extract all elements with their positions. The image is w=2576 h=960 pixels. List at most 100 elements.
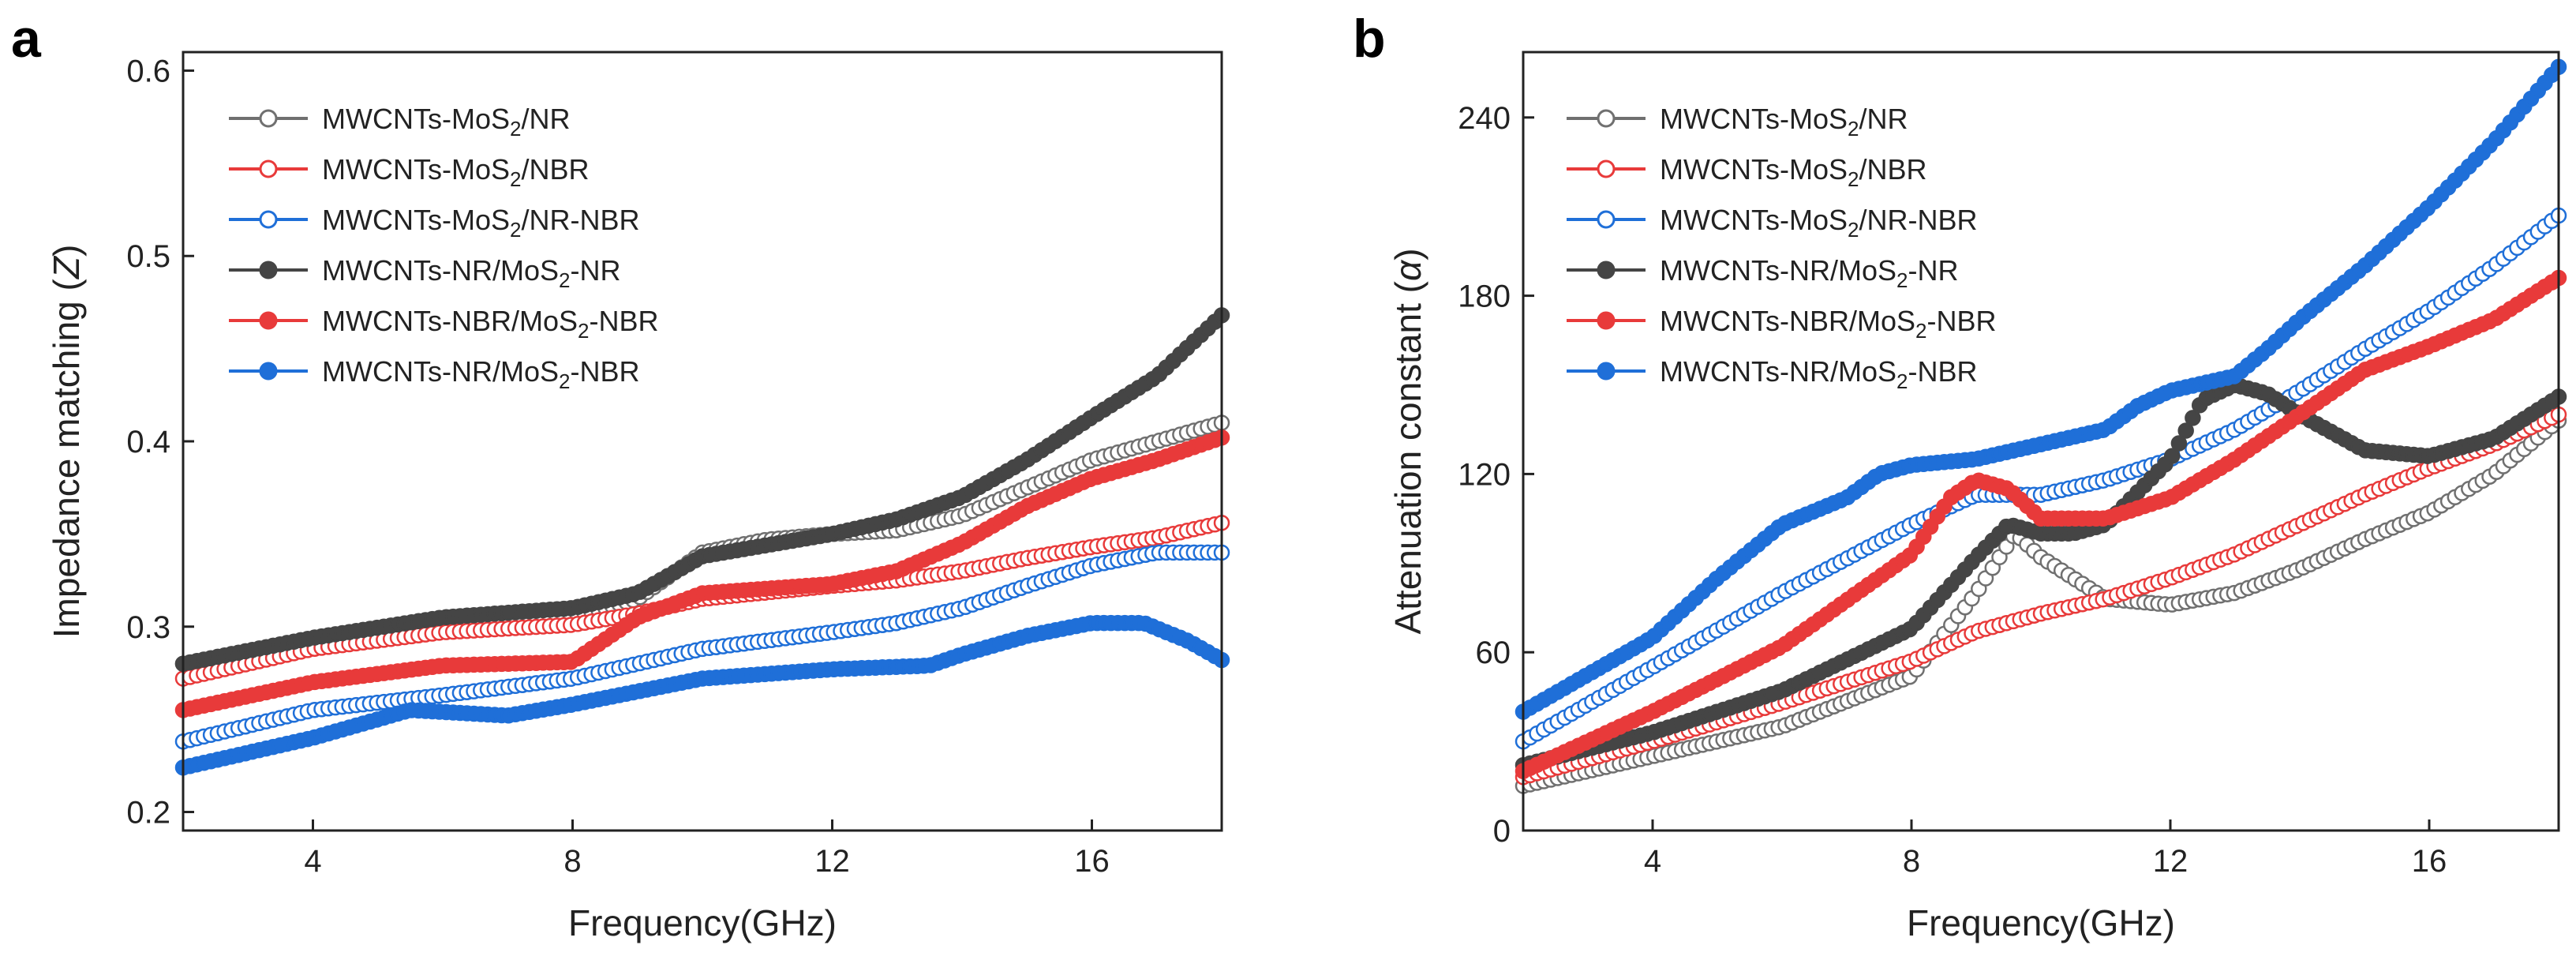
panel-b-legend-label: MWCNTs-NR/MoS2-NR bbox=[1660, 254, 1958, 292]
panel-a-legend-item-1: MWCNTs-MoS2/NR bbox=[229, 103, 570, 141]
legend-text-subscript: 2 bbox=[1848, 218, 1859, 242]
panel-b-ticks: 4 8 12 16 0 60 120 180 240 bbox=[1458, 101, 2447, 879]
legend-text-subscript: 2 bbox=[510, 167, 521, 191]
panel-a-legend-item-4: MWCNTs-NR/MoS2-NR bbox=[229, 254, 620, 292]
panel-b-y-title-main: Attenuation constant ( bbox=[1387, 280, 1428, 634]
panel-a-legend-label: MWCNTs-NR/MoS2-NBR bbox=[322, 355, 639, 393]
panel-b-legend-label: MWCNTs-MoS2/NBR bbox=[1660, 153, 1926, 191]
panel-b-legend-marker bbox=[1597, 109, 1616, 128]
legend-text-main: MWCNTs-NBR/MoS bbox=[1660, 305, 1915, 337]
panel-b-x-tick-label: 16 bbox=[2412, 844, 2447, 879]
legend-text-subscript: 2 bbox=[1848, 167, 1859, 191]
panel-b-series-4-point bbox=[2185, 410, 2201, 426]
legend-text-suffix: /NBR bbox=[521, 153, 589, 186]
panel-a-legend-marker bbox=[259, 362, 278, 381]
legend-text-main: MWCNTs-MoS bbox=[322, 204, 510, 236]
legend-text-subscript: 2 bbox=[510, 218, 521, 242]
panel-b-y-tick-label: 0 bbox=[1493, 814, 1511, 849]
panel-a-legend-item-5: MWCNTs-NBR/MoS2-NBR bbox=[229, 305, 658, 343]
panel-b-x-tick-label: 4 bbox=[1644, 844, 1661, 879]
panel-b-legend-marker bbox=[1597, 311, 1616, 330]
legend-text-main: MWCNTs-MoS bbox=[1660, 204, 1848, 236]
panel-b-legend-item-4: MWCNTs-NR/MoS2-NR bbox=[1567, 254, 1958, 292]
panel-a-y-title-symbol: Z bbox=[46, 255, 87, 279]
panel-a-legend-label: MWCNTs-MoS2/NR bbox=[322, 103, 570, 141]
panel-a-legend-marker bbox=[259, 159, 278, 178]
legend-text-main: MWCNTs-MoS bbox=[1660, 153, 1848, 186]
panel-b-x-tick-label: 12 bbox=[2153, 844, 2188, 879]
legend-text-suffix: /NR bbox=[1859, 103, 1908, 135]
legend-text-subscript: 2 bbox=[559, 369, 570, 393]
panel-b-series-6 bbox=[1515, 58, 2567, 720]
panel-a-legend-label: MWCNTs-MoS2/NR-NBR bbox=[322, 204, 639, 242]
panel-b-series-2 bbox=[1515, 406, 2567, 786]
panel-a-x-tick-label: 8 bbox=[564, 844, 581, 879]
panel-a-legend-marker bbox=[259, 109, 278, 128]
panel-a-y-tick-label: 0.6 bbox=[126, 54, 170, 88]
panel-b-legend-marker bbox=[1597, 159, 1616, 178]
panel-b-y-tick-label: 60 bbox=[1476, 636, 1511, 670]
panel-b-legend-label: MWCNTs-NR/MoS2-NBR bbox=[1660, 355, 1977, 393]
panel-b-series-5 bbox=[1515, 269, 2567, 779]
chart-panel-a: 4 8 12 160.20.30.40.50.6 MWCNTs-MoS2/NRMWCN… bbox=[46, 51, 1230, 943]
panel-a-legend-item-3: MWCNTs-MoS2/NR-NBR bbox=[229, 204, 639, 242]
panel-b-y-title-close: ) bbox=[1387, 248, 1428, 260]
panel-b-legend-marker bbox=[1597, 261, 1616, 279]
panel-a-label: a bbox=[11, 9, 42, 69]
panel-a-series-4 bbox=[174, 307, 1230, 672]
panel-a-y-tick-label: 0.2 bbox=[126, 796, 170, 831]
panel-a-legend: MWCNTs-MoS2/NRMWCNTs-MoS2/NBRMWCNTs-MoS2… bbox=[229, 103, 658, 393]
panel-b-legend-item-1: MWCNTs-MoS2/NR bbox=[1567, 103, 1908, 141]
legend-text-main: MWCNTs-NBR/MoS bbox=[322, 305, 578, 337]
panel-a-y-tick-label: 0.4 bbox=[126, 425, 170, 459]
panel-a-series-5 bbox=[174, 429, 1230, 718]
panel-b-frame bbox=[1522, 51, 2560, 832]
panel-b-legend-item-6: MWCNTs-NR/MoS2-NBR bbox=[1567, 355, 1977, 393]
legend-text-main: MWCNTs-NR/MoS bbox=[1660, 355, 1896, 388]
panel-a-x-axis-title: Frequency(GHz) bbox=[568, 902, 837, 943]
panel-a-legend-item-6: MWCNTs-NR/MoS2-NBR bbox=[229, 355, 639, 393]
legend-text-subscript: 2 bbox=[510, 117, 521, 141]
panel-a-y-tick-label: 0.5 bbox=[126, 239, 170, 274]
legend-text-subscript: 2 bbox=[1896, 268, 1908, 292]
panel-a-y-axis-title: Impedance matching (Z) bbox=[46, 245, 87, 639]
panel-b-legend-item-5: MWCNTs-NBR/MoS2-NBR bbox=[1567, 305, 1996, 343]
legend-text-suffix: /NR-NBR bbox=[521, 204, 639, 236]
panel-b-y-tick-label: 120 bbox=[1458, 457, 1511, 492]
panel-b-y-title-symbol: α bbox=[1387, 259, 1428, 281]
legend-text-main: MWCNTs-MoS bbox=[322, 153, 510, 186]
legend-text-suffix: -NBR bbox=[1908, 355, 1977, 388]
panel-b-y-tick-label: 180 bbox=[1458, 279, 1511, 314]
panel-a-legend-marker bbox=[259, 210, 278, 229]
legend-text-suffix: /NR bbox=[521, 103, 570, 135]
legend-text-subscript: 2 bbox=[1915, 319, 1926, 343]
panel-a-series-6 bbox=[174, 614, 1230, 776]
panel-b-legend-label: MWCNTs-MoS2/NR-NBR bbox=[1660, 204, 1977, 242]
panel-a-legend-label: MWCNTs-MoS2/NBR bbox=[322, 153, 589, 191]
legend-text-suffix: -NBR bbox=[589, 305, 658, 337]
legend-text-suffix: -NBR bbox=[1926, 305, 1996, 337]
panel-a-x-tick-label: 4 bbox=[304, 844, 321, 879]
legend-text-main: MWCNTs-NR/MoS bbox=[322, 254, 559, 287]
legend-text-suffix: -NBR bbox=[570, 355, 639, 388]
panel-b-x-tick-label: 8 bbox=[1903, 844, 1920, 879]
panel-b-legend: MWCNTs-MoS2/NRMWCNTs-MoS2/NBRMWCNTs-MoS2… bbox=[1567, 103, 1996, 393]
panel-b-legend-label: MWCNTs-MoS2/NR bbox=[1660, 103, 1908, 141]
panel-b-label: b bbox=[1353, 9, 1386, 69]
legend-text-main: MWCNTs-NR/MoS bbox=[322, 355, 559, 388]
panel-a-series-3 bbox=[174, 544, 1230, 750]
panel-b-legend-item-3: MWCNTs-MoS2/NR-NBR bbox=[1567, 204, 1977, 242]
legend-text-subscript: 2 bbox=[1848, 117, 1859, 141]
panel-b-y-tick-label: 240 bbox=[1458, 101, 1511, 136]
legend-text-subscript: 2 bbox=[1896, 369, 1908, 393]
panel-b-legend-item-2: MWCNTs-MoS2/NBR bbox=[1567, 153, 1926, 191]
panel-a-legend-label: MWCNTs-NBR/MoS2-NBR bbox=[322, 305, 658, 343]
legend-text-suffix: /NR-NBR bbox=[1859, 204, 1977, 236]
legend-text-suffix: -NR bbox=[570, 254, 620, 287]
panel-a-legend-item-2: MWCNTs-MoS2/NBR bbox=[229, 153, 589, 191]
panel-b-y-axis-title: Attenuation constant (α) bbox=[1387, 248, 1428, 634]
panel-a-y-title-close: ) bbox=[46, 245, 87, 257]
legend-text-subscript: 2 bbox=[559, 268, 570, 292]
legend-text-suffix: -NR bbox=[1908, 254, 1958, 287]
